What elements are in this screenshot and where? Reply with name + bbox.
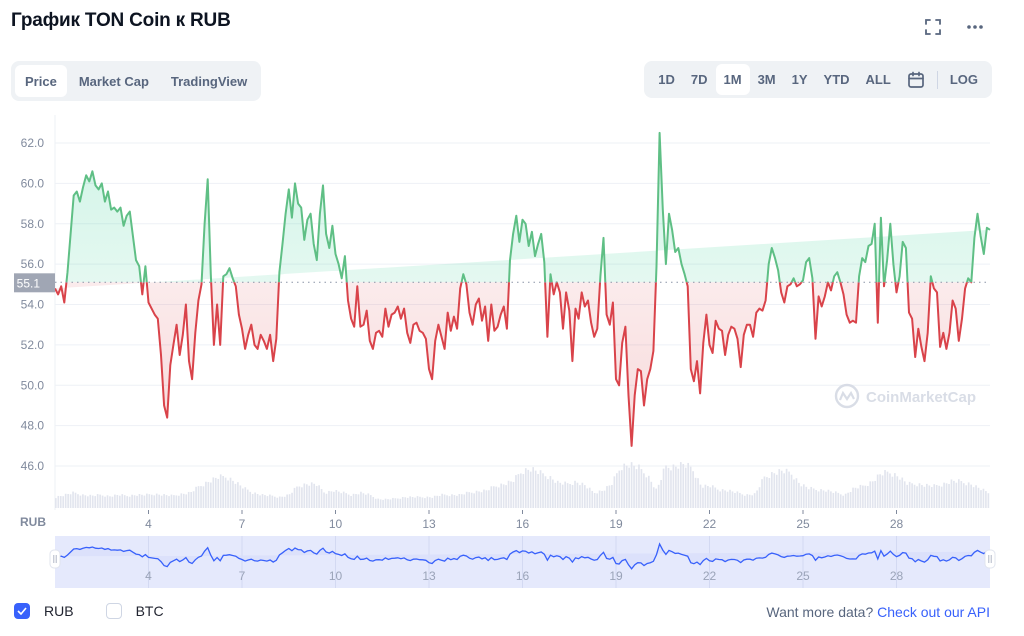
- svg-text:62.0: 62.0: [21, 136, 45, 150]
- svg-text:25: 25: [796, 517, 810, 531]
- chart-type-tabs: Price Market Cap TradingView: [11, 61, 262, 101]
- range-1y[interactable]: 1Y: [791, 72, 808, 87]
- svg-text:58.0: 58.0: [21, 217, 45, 231]
- legend-rub[interactable]: RUB: [14, 603, 74, 619]
- svg-text:28: 28: [890, 517, 904, 531]
- svg-text:13: 13: [422, 569, 436, 583]
- api-prompt: Want more data?: [766, 604, 874, 620]
- svg-text:25: 25: [796, 569, 810, 583]
- brush-handle-right[interactable]: [984, 549, 996, 569]
- svg-text:7: 7: [239, 569, 246, 583]
- svg-text:13: 13: [422, 517, 436, 531]
- svg-text:4: 4: [145, 569, 152, 583]
- checkbox-checked-icon[interactable]: [14, 603, 30, 619]
- range-all[interactable]: ALL: [865, 72, 891, 87]
- range-7d[interactable]: 7D: [690, 72, 708, 87]
- svg-text:16: 16: [516, 517, 530, 531]
- svg-text:4: 4: [145, 517, 152, 531]
- svg-text:10: 10: [329, 569, 343, 583]
- svg-text:56.0: 56.0: [21, 257, 45, 271]
- tab-tradingview[interactable]: TradingView: [170, 73, 248, 89]
- range-1d[interactable]: 1D: [658, 72, 675, 87]
- currency-legend: RUB BTC: [14, 603, 164, 619]
- svg-text:50.0: 50.0: [21, 378, 45, 392]
- svg-text:52.0: 52.0: [21, 338, 45, 352]
- chart-toolbar-icons: [924, 18, 984, 36]
- svg-text:46.0: 46.0: [21, 459, 45, 473]
- svg-text:RUB: RUB: [20, 515, 46, 529]
- svg-text:19: 19: [609, 517, 623, 531]
- api-link[interactable]: Check out our API: [877, 604, 990, 620]
- svg-text:22: 22: [703, 517, 717, 531]
- range-1m[interactable]: 1M: [715, 64, 750, 95]
- tab-price[interactable]: Price: [15, 65, 67, 97]
- calendar-icon: [907, 71, 924, 88]
- svg-text:19: 19: [609, 569, 623, 583]
- checkbox-unchecked-icon[interactable]: [105, 603, 122, 619]
- svg-text:55.1: 55.1: [17, 276, 41, 290]
- svg-text:28: 28: [890, 569, 904, 583]
- more-horizontal-icon[interactable]: [966, 18, 984, 36]
- range-3m[interactable]: 3M: [757, 72, 776, 87]
- svg-text:22: 22: [703, 569, 717, 583]
- range-divider: [936, 70, 938, 89]
- svg-text:CoinMarketCap: CoinMarketCap: [866, 389, 976, 406]
- calendar-button[interactable]: [899, 64, 933, 95]
- svg-text:10: 10: [329, 517, 343, 531]
- page-title: График TON Coin к RUB: [11, 10, 231, 31]
- range-ytd[interactable]: YTD: [823, 72, 850, 87]
- svg-text:16: 16: [516, 569, 530, 583]
- svg-text:54.0: 54.0: [21, 298, 45, 312]
- fullscreen-icon[interactable]: [924, 18, 942, 36]
- time-range-selector: 1D 7D 1M 3M 1Y YTD ALL LOG: [644, 61, 992, 98]
- tab-market-cap[interactable]: Market Cap: [78, 73, 149, 89]
- log-scale-toggle[interactable]: LOG: [949, 72, 978, 87]
- legend-btc[interactable]: BTC: [105, 603, 164, 619]
- price-chart[interactable]: 46.0 48.0 50.0 52.0 54.0 56.0 58.0 60.0 62.0 Coin…: [0, 110, 1024, 590]
- legend-rub-label: RUB: [44, 603, 74, 619]
- api-promo: Want more data? Check out our API: [766, 604, 990, 620]
- svg-text:48.0: 48.0: [21, 419, 45, 433]
- svg-text:60.0: 60.0: [21, 176, 45, 190]
- price-chart-svg: 46.0 48.0 50.0 52.0 54.0 56.0 58.0 60.0 62.0 Coin…: [14, 115, 996, 588]
- svg-text:7: 7: [239, 517, 246, 531]
- brush-handle-left[interactable]: [49, 549, 61, 569]
- legend-btc-label: BTC: [135, 603, 164, 619]
